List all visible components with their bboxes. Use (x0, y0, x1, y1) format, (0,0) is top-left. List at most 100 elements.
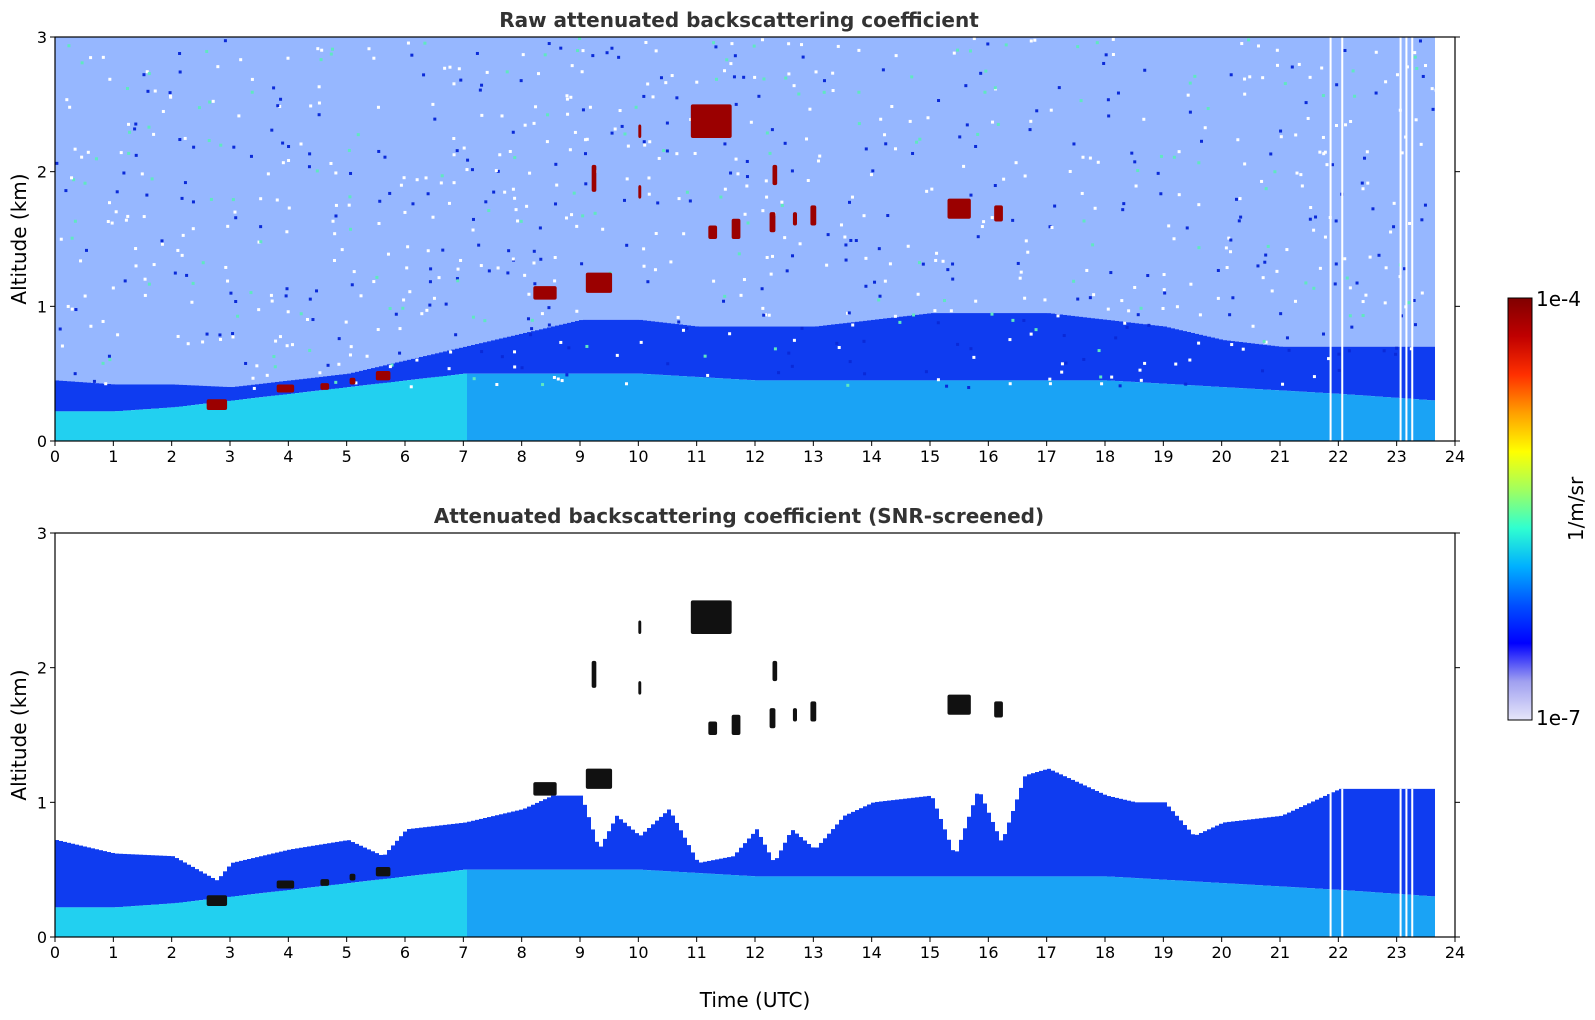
raw-noise-column (479, 37, 483, 344)
screened-layer-column (891, 800, 895, 877)
raw-noise-column (1143, 37, 1147, 325)
raw-noise-column (55, 37, 59, 381)
raw-boundary-layer-column (367, 368, 371, 385)
raw-boundary-layer-column (435, 353, 439, 377)
raw-noise-column (951, 37, 955, 314)
raw-noise-speck (449, 350, 453, 354)
raw-noise-speck (344, 320, 348, 324)
raw-noise-speck (712, 279, 716, 283)
raw-noise-column (727, 37, 731, 327)
x-tick-label: 20 (1211, 943, 1231, 962)
raw-noise-speck (1193, 74, 1197, 78)
raw-boundary-layer-column (883, 318, 887, 381)
raw-noise-speck (790, 169, 794, 173)
raw-aerosol-core-column (1095, 380, 1099, 441)
raw-boundary-layer-column (311, 377, 315, 392)
raw-noise-speck (70, 176, 74, 180)
raw-boundary-layer-column (683, 324, 687, 377)
raw-boundary-layer-column (1339, 346, 1343, 394)
raw-aerosol-core-column (523, 373, 527, 441)
raw-noise-speck (191, 281, 195, 285)
raw-noise-column (675, 37, 679, 325)
raw-aerosol-core-column (947, 380, 951, 441)
screened-layer-column (155, 855, 159, 905)
raw-boundary-layer-column (247, 385, 251, 399)
raw-noise-speck (943, 299, 947, 303)
raw-noise-speck (285, 344, 289, 348)
raw-aerosol-core-column (251, 398, 255, 441)
raw-noise-speck (1334, 262, 1338, 266)
colorbar-unit-label: 1/m/sr (1564, 476, 1588, 541)
raw-noise-column (423, 37, 427, 357)
raw-noise-speck (329, 52, 333, 56)
screened-aerosol-core-column (347, 883, 351, 937)
raw-noise-speck (383, 155, 387, 159)
raw-noise-speck (185, 273, 189, 277)
raw-noise-speck (814, 70, 818, 74)
raw-boundary-layer-column (1403, 346, 1407, 399)
screened-aerosol-core-column (695, 872, 699, 937)
raw-boundary-layer-column (839, 323, 843, 381)
raw-aerosol-core-column (1323, 392, 1327, 441)
screened-layer-column (1195, 834, 1199, 882)
raw-noise-speck (401, 306, 405, 310)
raw-aerosol-core-column (1135, 382, 1139, 441)
raw-noise-column (1203, 37, 1207, 336)
screened-layer-column (1123, 799, 1127, 878)
raw-boundary-layer-column (515, 334, 519, 374)
screened-aerosol-core-column (667, 871, 671, 937)
raw-boundary-layer-column (935, 313, 939, 381)
screened-aerosol-core-column (475, 869, 479, 937)
raw-aerosol-core-column (791, 380, 795, 441)
screened-aerosol-core-column (91, 907, 95, 937)
screened-layer-column (1367, 788, 1371, 892)
screened-aerosol-core-column (1339, 889, 1343, 937)
raw-noise-column (575, 37, 579, 321)
raw-noise-speck (1234, 197, 1238, 201)
screened-aerosol-core-column (567, 869, 571, 937)
raw-boundary-layer-column (879, 318, 883, 381)
raw-noise-column (175, 37, 179, 385)
raw-noise-speck (1350, 325, 1354, 329)
raw-noise-speck (1095, 41, 1099, 45)
raw-noise-speck (334, 203, 338, 207)
screened-layer-column (1307, 803, 1311, 889)
screened-aerosol-core-column (483, 869, 487, 937)
raw-noise-speck (523, 123, 527, 127)
raw-noise-speck (505, 70, 509, 74)
screened-data-gap (1329, 788, 1332, 937)
raw-aerosol-core-column (403, 380, 407, 441)
screened-layer-column (507, 812, 511, 870)
raw-noise-speck (218, 333, 222, 337)
raw-boundary-layer-column (463, 346, 467, 374)
raw-noise-speck (1434, 88, 1438, 92)
screened-aerosol-core-column (499, 869, 503, 937)
raw-noise-speck (70, 307, 74, 311)
screened-layer-column (71, 843, 75, 908)
raw-noise-speck (1229, 250, 1233, 254)
raw-noise-column (1243, 37, 1247, 343)
screened-layer-column (1155, 802, 1159, 880)
raw-noise-speck (506, 271, 510, 275)
raw-boundary-layer-column (127, 384, 131, 411)
raw-noise-speck (1395, 346, 1399, 350)
top-panel-x-ticks: 0 1 2 3 4 5 6 7 8 9 10 11 12 13 14 15 16 17 18 19 20 21 22 23 24 (50, 441, 1465, 466)
raw-noise-column (299, 37, 303, 380)
raw-noise-speck (1216, 268, 1220, 272)
raw-noise-column (691, 37, 695, 326)
bottom-panel-title: Attenuated backscattering coefficient (S… (434, 504, 1044, 528)
x-tick-label: 21 (1270, 943, 1290, 962)
raw-noise-column (419, 37, 423, 357)
raw-aerosol-core-column (75, 411, 79, 441)
raw-noise-column (611, 37, 615, 320)
raw-noise-speck (583, 152, 587, 156)
raw-noise-speck (150, 177, 154, 181)
raw-boundary-layer-column (1391, 346, 1395, 398)
screened-layer-column (739, 847, 743, 876)
raw-noise-speck (270, 128, 274, 132)
raw-boundary-layer-column (479, 343, 483, 374)
raw-noise-column (899, 37, 903, 317)
raw-noise-column (1091, 37, 1095, 319)
screened-layer-column (867, 804, 871, 877)
raw-boundary-layer-column (1155, 325, 1159, 384)
